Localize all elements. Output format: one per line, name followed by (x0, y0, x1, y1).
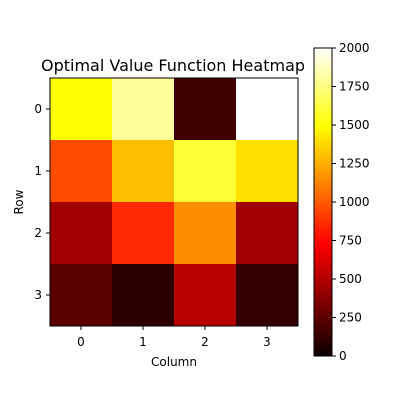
heatmap-cell (112, 140, 175, 203)
x-tick-label: 3 (263, 335, 271, 349)
heatmap-cell (112, 202, 175, 265)
heatmap-cell (50, 202, 113, 265)
heatmap-cell (50, 264, 113, 327)
heatmap-cell (236, 78, 299, 141)
x-tick-label: 0 (77, 335, 85, 349)
colorbar-tick-label: 250 (339, 311, 362, 325)
heatmap-cell (174, 78, 237, 141)
colorbar-tick-label: 1250 (339, 157, 370, 171)
heatmap-cell (236, 202, 299, 265)
heatmap-cell (174, 140, 237, 203)
heatmap-cell (50, 78, 113, 141)
y-tick-label: 2 (34, 226, 42, 240)
heatmap-cells (50, 78, 299, 327)
colorbar-tick-label: 2000 (339, 41, 370, 55)
colorbar-tick-label: 0 (339, 349, 347, 363)
x-axis-ticks: 0 1 2 3 (77, 326, 271, 349)
plot-frame (49, 77, 299, 327)
colorbar-tick-label: 1000 (339, 195, 370, 209)
y-tick-label: 3 (34, 288, 42, 302)
x-tick-label: 1 (139, 335, 147, 349)
x-axis-label: Column (151, 355, 197, 369)
chart-title: Optimal Value Function Heatmap (41, 56, 305, 75)
heatmap-cell (236, 140, 299, 203)
heatmap-cell (236, 264, 299, 327)
y-axis-ticks: 0 1 2 3 (34, 102, 50, 302)
colorbar-tick-label: 1500 (339, 118, 370, 132)
y-tick-label: 0 (34, 102, 42, 116)
colorbar-tick-label: 500 (339, 272, 362, 286)
x-tick-label: 2 (201, 335, 209, 349)
y-axis-label: Row (12, 189, 26, 214)
heatmap-cell (112, 264, 175, 327)
heatmap-cell (174, 202, 237, 265)
heatmap-cell (50, 140, 113, 203)
colorbar (313, 47, 333, 357)
colorbar-ticks: 0 250 500 750 1000 1250 1500 1750 2000 (332, 41, 370, 363)
heatmap-cell (174, 264, 237, 327)
colorbar-tick-label: 750 (339, 234, 362, 248)
heatmap-cell (112, 78, 175, 141)
y-tick-label: 1 (34, 164, 42, 178)
colorbar-tick-label: 1750 (339, 80, 370, 94)
